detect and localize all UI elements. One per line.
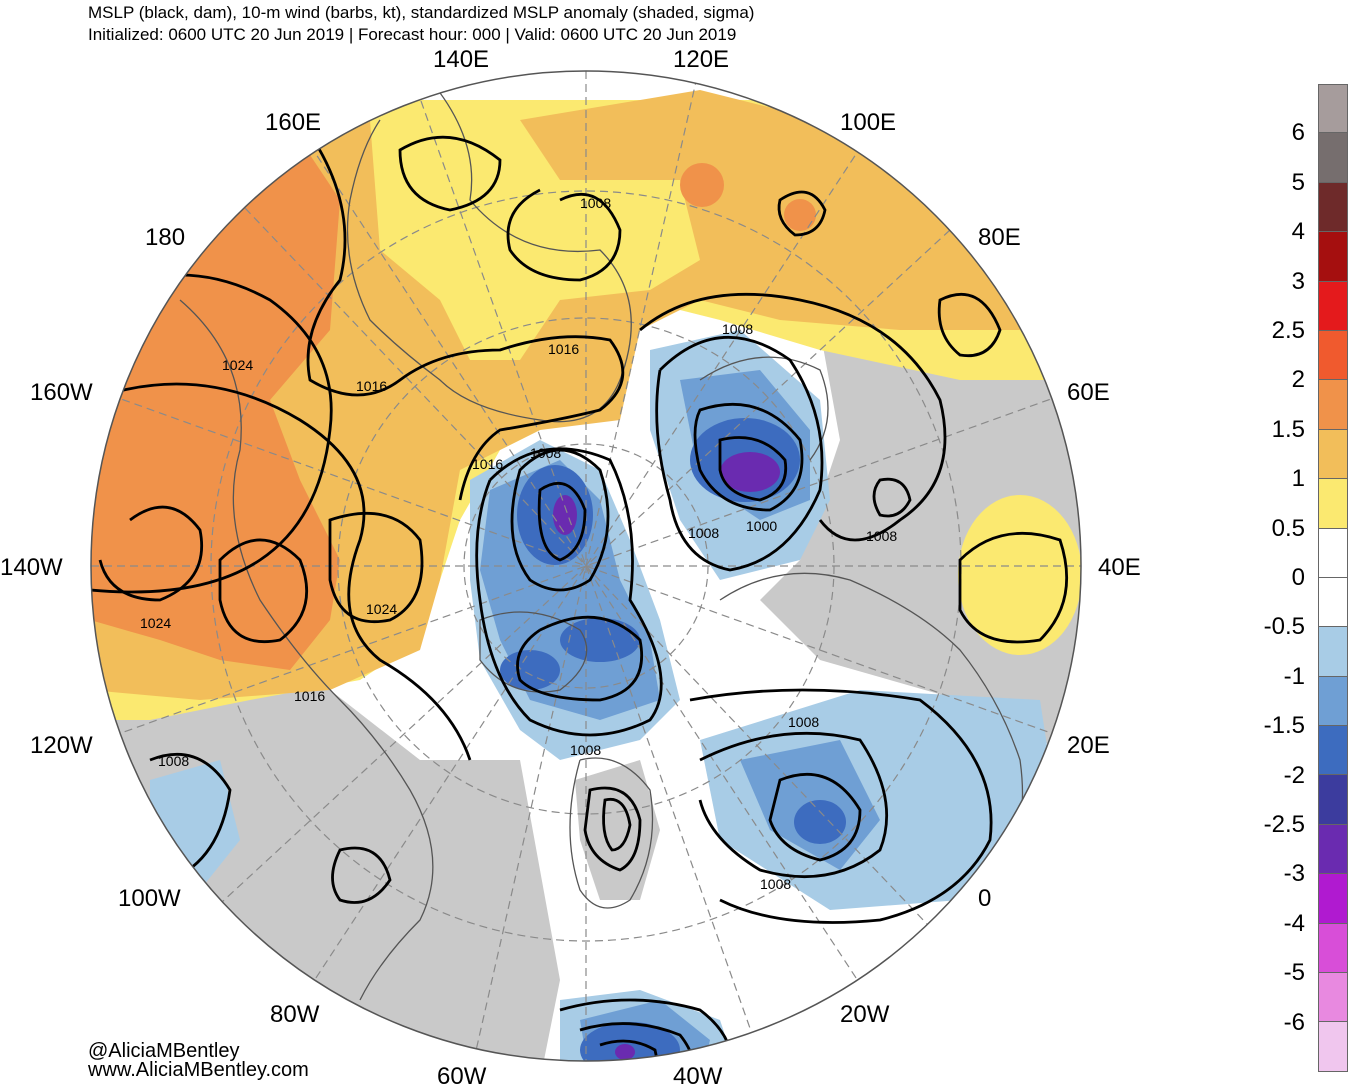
lon-label-160e: 160E bbox=[265, 109, 321, 136]
lon-label-40w: 40W bbox=[673, 1063, 723, 1086]
colorbar-tick-label: 0.5 bbox=[1271, 514, 1305, 542]
lon-label-100e: 100E bbox=[840, 109, 896, 136]
isobar-label: 1008 bbox=[722, 321, 753, 337]
isobar-label: 1008 bbox=[866, 528, 897, 544]
isobars bbox=[91, 119, 1069, 1061]
isobar-label: 1024 bbox=[140, 615, 171, 631]
colorbar-swatch bbox=[1318, 973, 1348, 1023]
isobar-label: 1008 bbox=[570, 742, 601, 758]
isobar-label: 1008 bbox=[760, 876, 791, 892]
shade-core bbox=[500, 650, 560, 690]
colorbar-tick-label: -6 bbox=[1283, 1008, 1305, 1036]
colorbar-tick-label: 2 bbox=[1291, 366, 1305, 394]
isobar-label: 1008 bbox=[788, 714, 819, 730]
isobar-label: 1008 bbox=[688, 525, 719, 541]
isobar-label: 1024 bbox=[222, 357, 253, 373]
map-title: MSLP (black, dam), 10-m wind (barbs, kt)… bbox=[88, 3, 755, 22]
shade-core bbox=[560, 618, 640, 662]
shade-positive-spot bbox=[784, 199, 816, 231]
lon-label-180: 180 bbox=[145, 224, 185, 251]
colorbar-tick-label: -0.5 bbox=[1263, 613, 1305, 641]
isobar-label: 1000 bbox=[746, 518, 777, 534]
colorbar-swatch bbox=[1318, 330, 1348, 381]
colorbar-tick-label: -4 bbox=[1283, 909, 1305, 937]
colorbar-swatch bbox=[1318, 874, 1348, 924]
isobar-label: 1016 bbox=[356, 378, 387, 394]
colorbar-tick-label: -2.5 bbox=[1263, 811, 1305, 838]
colorbar-swatch bbox=[1318, 627, 1348, 677]
colorbar-swatch bbox=[1318, 133, 1348, 183]
shade-gray-greenland bbox=[575, 760, 660, 900]
colorbar-swatch bbox=[1318, 84, 1348, 134]
colorbar-swatch bbox=[1318, 281, 1348, 331]
isobar-label: 1008 bbox=[580, 195, 611, 211]
colorbar-swatch bbox=[1318, 1022, 1348, 1072]
lon-label-20e: 20E bbox=[1067, 732, 1110, 759]
shade-negative-europe bbox=[700, 690, 1060, 910]
lon-label-80w: 80W bbox=[270, 1001, 320, 1028]
colorbar-tick-label: 2.5 bbox=[1271, 317, 1305, 344]
lon-label-120e: 120E bbox=[673, 46, 729, 73]
lon-label-80e: 80E bbox=[978, 224, 1021, 251]
colorbar-swatch bbox=[1318, 528, 1348, 578]
lon-label-140e: 140E bbox=[433, 46, 489, 73]
shade-core-deep bbox=[615, 1044, 635, 1060]
colorbar-tick-label: -1.5 bbox=[1263, 712, 1305, 740]
coastlines bbox=[179, 79, 1024, 1001]
shade-gray-east bbox=[760, 330, 1080, 760]
longitude-labels: 140E 120E 160E 100E 180 80E 160W 60E 140… bbox=[0, 46, 1141, 1086]
map-border bbox=[90, 70, 1082, 1062]
isobar-label: 1016 bbox=[472, 456, 503, 472]
colorbar-swatch bbox=[1318, 923, 1348, 974]
colorbar-tick-label: 1 bbox=[1291, 465, 1305, 493]
lon-label-120w: 120W bbox=[30, 732, 93, 759]
colorbar-swatch bbox=[1318, 577, 1348, 628]
colorbar-tick-label: -1 bbox=[1283, 662, 1305, 690]
credit-website: www.AliciaMBentley.com bbox=[88, 1059, 309, 1081]
isobar-label: 1008 bbox=[530, 445, 561, 461]
colorbar-swatch bbox=[1318, 479, 1348, 529]
colorbar-tick-label: 3 bbox=[1291, 267, 1305, 295]
shade-core bbox=[794, 800, 846, 844]
isobar-label: 1008 bbox=[158, 753, 189, 769]
colorbar-swatch bbox=[1318, 676, 1348, 727]
shade-positive-east bbox=[958, 495, 1081, 655]
colorbar-tick-label: 0 bbox=[1291, 564, 1305, 591]
isobar-label: 1016 bbox=[548, 341, 579, 357]
colorbar-swatch bbox=[1318, 380, 1348, 430]
colorbar-swatch bbox=[1318, 232, 1348, 282]
lon-label-40e: 40E bbox=[1098, 554, 1141, 581]
lon-label-20w: 20W bbox=[840, 1001, 890, 1028]
colorbar bbox=[1318, 84, 1348, 1072]
isobar-labels: 1008 1008 1016 1024 1016 1016 1008 1008 … bbox=[140, 195, 897, 892]
map-subtitle: Initialized: 0600 UTC 20 Jun 2019 | Fore… bbox=[88, 25, 737, 44]
lon-label-0: 0 bbox=[978, 885, 991, 912]
colorbar-tick-label: -3 bbox=[1283, 860, 1305, 888]
lon-label-60e: 60E bbox=[1067, 379, 1110, 406]
isobar-label: 1016 bbox=[294, 688, 325, 704]
colorbar-swatch bbox=[1318, 726, 1348, 776]
colorbar-swatch bbox=[1318, 429, 1348, 480]
colorbar-swatch bbox=[1318, 824, 1348, 875]
lon-label-100w: 100W bbox=[118, 885, 181, 912]
lon-label-140w: 140W bbox=[0, 554, 63, 581]
colorbar-tick-label: -2 bbox=[1283, 761, 1305, 789]
lon-label-160w: 160W bbox=[30, 379, 93, 406]
colorbar-tick-label: 5 bbox=[1291, 168, 1305, 196]
colorbar-tick-label: 6 bbox=[1291, 119, 1305, 147]
credit-handle: @AliciaMBentley bbox=[88, 1040, 240, 1062]
colorbar-swatch bbox=[1318, 775, 1348, 825]
colorbar-tick-label: 4 bbox=[1291, 218, 1305, 246]
polar-map: 1008 1008 1016 1024 1016 1016 1008 1008 … bbox=[0, 46, 1141, 1086]
isobar-label: 1024 bbox=[366, 601, 397, 617]
lon-label-60w: 60W bbox=[437, 1063, 487, 1086]
colorbar-swatch bbox=[1318, 182, 1348, 233]
shade-positive-spot bbox=[680, 163, 724, 207]
colorbar-tick-label: -5 bbox=[1283, 959, 1305, 987]
colorbar-tick-label: 1.5 bbox=[1271, 415, 1305, 443]
shade-core-deep bbox=[720, 452, 780, 492]
shade-core-deep bbox=[553, 495, 577, 535]
